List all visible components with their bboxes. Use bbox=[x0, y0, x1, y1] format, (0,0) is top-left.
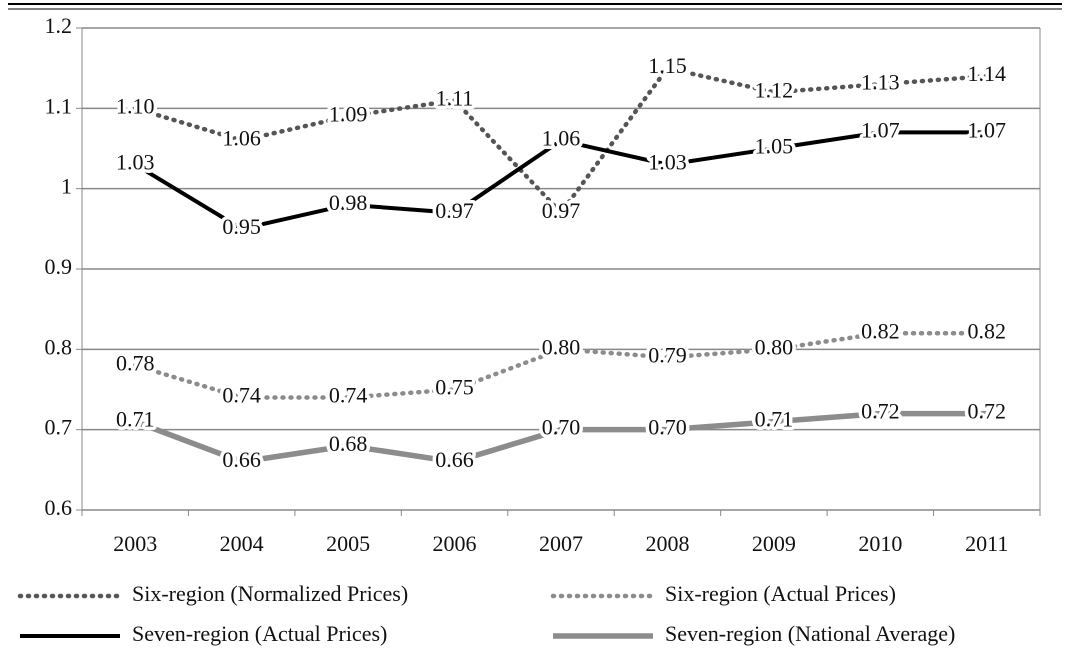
value-label: 1.07 bbox=[968, 117, 1007, 142]
value-label: 1.11 bbox=[436, 85, 474, 110]
value-label: 0.70 bbox=[542, 415, 581, 440]
value-label: 0.98 bbox=[329, 190, 368, 215]
value-label: 1.03 bbox=[648, 150, 687, 175]
value-label: 1.12 bbox=[755, 77, 794, 102]
value-label: 0.82 bbox=[861, 318, 900, 343]
x-tick-label: 2009 bbox=[752, 531, 796, 556]
x-tick-label: 2004 bbox=[220, 531, 264, 556]
value-label: 1.09 bbox=[329, 101, 368, 126]
value-label: 0.78 bbox=[116, 350, 155, 375]
value-label: 0.71 bbox=[755, 407, 794, 432]
value-label: 0.72 bbox=[968, 399, 1007, 424]
value-label: 0.72 bbox=[861, 399, 900, 424]
series-line bbox=[134, 130, 987, 231]
value-label: 0.74 bbox=[329, 383, 368, 408]
value-label: 0.95 bbox=[222, 214, 261, 239]
value-label: 0.97 bbox=[435, 198, 474, 223]
x-tick-label: 2011 bbox=[965, 531, 1008, 556]
value-label: 1.06 bbox=[542, 126, 581, 151]
value-label: 0.82 bbox=[968, 318, 1007, 343]
value-label: 0.70 bbox=[648, 415, 687, 440]
value-label: 0.80 bbox=[542, 334, 581, 359]
value-label: 0.66 bbox=[222, 447, 261, 472]
legend-label: Seven-region (Actual Prices) bbox=[132, 621, 387, 646]
value-label: 1.14 bbox=[968, 61, 1007, 86]
legend-label: Six-region (Normalized Prices) bbox=[132, 581, 408, 606]
value-label: 1.07 bbox=[861, 117, 900, 142]
y-tick-label: 0.6 bbox=[45, 495, 73, 520]
value-label: 0.79 bbox=[648, 342, 687, 367]
value-label: 1.15 bbox=[648, 53, 687, 78]
legend-label: Seven-region (National Average) bbox=[665, 621, 955, 646]
value-label: 1.10 bbox=[116, 93, 155, 118]
value-label: 0.75 bbox=[435, 375, 474, 400]
y-tick-label: 1 bbox=[61, 174, 72, 199]
value-label: 0.97 bbox=[542, 198, 581, 223]
x-tick-label: 2003 bbox=[113, 531, 157, 556]
value-label: 1.13 bbox=[861, 69, 900, 94]
value-label: 1.03 bbox=[116, 150, 155, 175]
y-tick-label: 1.1 bbox=[45, 93, 73, 118]
y-tick-label: 1.2 bbox=[45, 13, 73, 38]
x-tick-label: 2007 bbox=[539, 531, 583, 556]
series-line bbox=[134, 410, 987, 465]
x-tick-label: 2008 bbox=[645, 531, 689, 556]
series-line bbox=[132, 331, 990, 400]
value-label: 1.05 bbox=[755, 134, 794, 159]
y-tick-label: 0.7 bbox=[45, 415, 73, 440]
value-label: 0.71 bbox=[116, 407, 155, 432]
value-label: 1.06 bbox=[222, 126, 261, 151]
x-tick-label: 2005 bbox=[326, 531, 370, 556]
x-tick-label: 2006 bbox=[433, 531, 477, 556]
value-label: 0.80 bbox=[755, 334, 794, 359]
y-tick-label: 0.8 bbox=[45, 334, 73, 359]
legend-label: Six-region (Actual Prices) bbox=[665, 581, 896, 606]
value-label: 0.66 bbox=[435, 447, 474, 472]
value-label: 0.68 bbox=[329, 431, 368, 456]
series-line bbox=[132, 65, 990, 217]
x-tick-label: 2010 bbox=[858, 531, 902, 556]
y-tick-label: 0.9 bbox=[45, 254, 73, 279]
value-label: 0.74 bbox=[222, 383, 261, 408]
